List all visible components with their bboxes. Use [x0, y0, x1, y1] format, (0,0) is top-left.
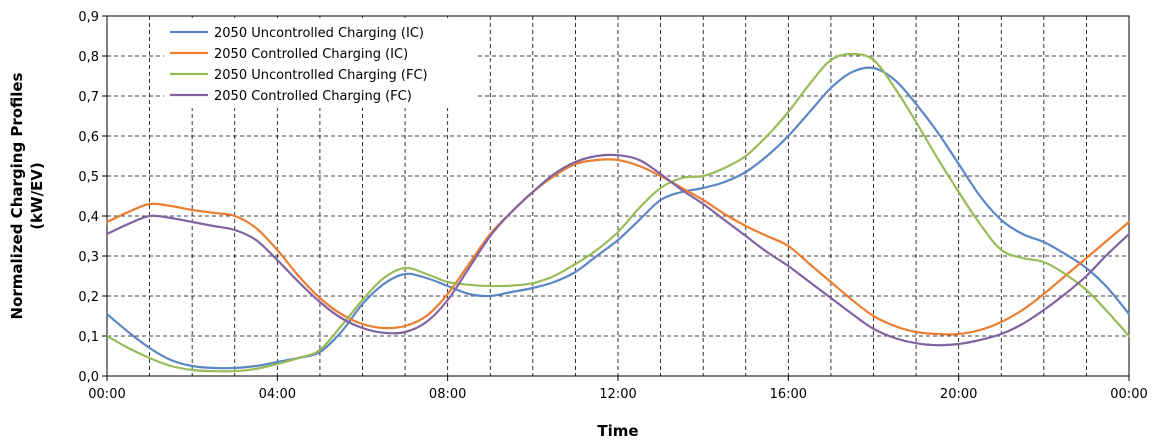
x-tick-label: 08:00 — [429, 387, 466, 402]
y-axis-title-line: Normalized Charging Profiles — [8, 72, 26, 319]
x-tick-label: 12:00 — [599, 387, 636, 402]
series-lines — [105, 52, 1131, 373]
legend-label: 2050 Controlled Charging (IC) — [214, 47, 408, 62]
x-tick-label: 04:00 — [259, 387, 296, 402]
x-tick-label: 20:00 — [940, 387, 977, 402]
legend: 2050 Uncontrolled Charging (IC) 2050 Cont… — [164, 18, 476, 108]
y-tick-label: 0,0 — [78, 370, 99, 385]
y-tick-label: 0,1 — [78, 330, 99, 345]
legend-background — [164, 18, 476, 108]
x-axis-tick-labels: 00:00 04:00 08:00 12:00 16:00 20:00 00:00 — [88, 376, 1148, 402]
y-tick-label: 0,4 — [78, 210, 99, 225]
x-axis-title: Time — [597, 422, 638, 440]
series-line-1 — [105, 66, 1131, 370]
legend-label: 2050 Uncontrolled Charging (FC) — [214, 68, 428, 83]
y-tick-label: 0,6 — [78, 130, 99, 145]
y-tick-label: 0,9 — [78, 10, 99, 25]
y-tick-label: 0,8 — [78, 50, 99, 65]
y-tick-label: 0,7 — [78, 90, 99, 105]
series-line-3 — [105, 52, 1131, 373]
x-tick-label: 00:00 — [88, 387, 125, 402]
legend-label: 2050 Controlled Charging (FC) — [214, 89, 412, 104]
x-tick-label: 16:00 — [770, 387, 807, 402]
y-axis-title: Normalized Charging Profiles (kW/EV) — [8, 72, 46, 319]
y-axis-title-line: (kW/EV) — [28, 162, 46, 230]
legend-label: 2050 Uncontrolled Charging (IC) — [214, 26, 424, 41]
x-tick-label: 00:00 — [1110, 387, 1147, 402]
y-axis-tick-labels: 0,0 0,1 0,2 0,3 0,4 0,5 0,6 0,7 0,8 0,9 — [78, 10, 107, 385]
y-tick-label: 0,2 — [78, 290, 99, 305]
series-line-2 — [105, 158, 1131, 336]
y-tick-label: 0,3 — [78, 250, 99, 265]
y-tick-label: 0,5 — [78, 170, 99, 185]
series-line-4 — [105, 153, 1131, 347]
